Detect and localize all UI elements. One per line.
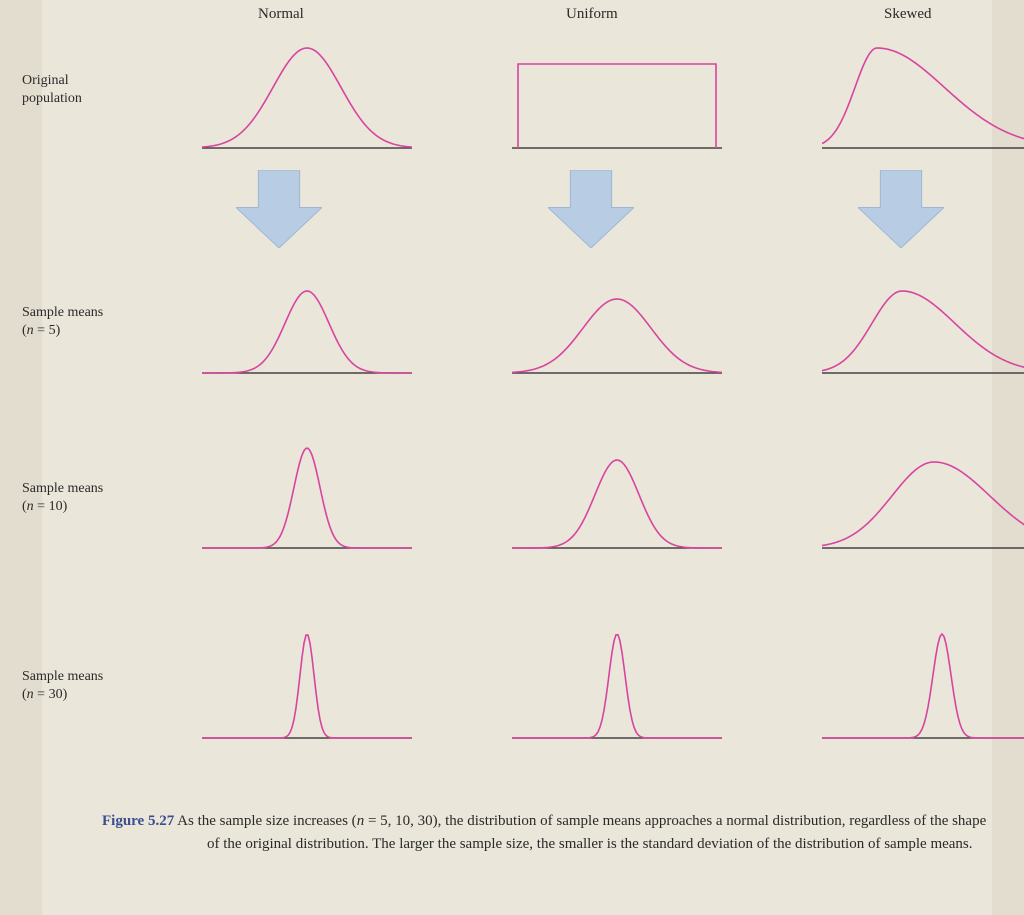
plot-r3-c2 — [822, 620, 1024, 740]
plot-r2-c2 — [822, 430, 1024, 550]
row-label-3: Sample means(n = 30) — [22, 668, 103, 704]
down-arrow-0 — [236, 170, 322, 253]
plot-r3-c1 — [512, 620, 722, 740]
row-label-1: Sample means(n = 5) — [22, 304, 103, 340]
plot-r2-c1 — [512, 430, 722, 550]
plot-r0-c0 — [202, 30, 412, 150]
figure-number: Figure 5.27 — [102, 813, 174, 829]
figure-panel: Normal Uniform Skewed — [42, 0, 992, 915]
plot-r1-c0 — [202, 255, 412, 375]
down-arrow-2 — [858, 170, 944, 253]
plot-r1-c2 — [822, 255, 1024, 375]
plot-r2-c0 — [202, 430, 412, 550]
row-label-2: Sample means(n = 10) — [22, 480, 103, 516]
down-arrow-1 — [548, 170, 634, 253]
plot-r0-c1 — [512, 30, 722, 150]
plot-r3-c0 — [202, 620, 412, 740]
caption-text: As the sample size increases (n = 5, 10,… — [177, 813, 986, 852]
plot-r0-c2 — [822, 30, 1024, 150]
column-title-skewed: Skewed — [884, 6, 932, 23]
row-label-0: Originalpopulation — [22, 72, 82, 108]
plot-r1-c1 — [512, 255, 722, 375]
figure-caption: Figure 5.27 As the sample size increases… — [102, 810, 1002, 857]
column-title-normal: Normal — [258, 6, 304, 23]
column-title-uniform: Uniform — [566, 6, 618, 23]
